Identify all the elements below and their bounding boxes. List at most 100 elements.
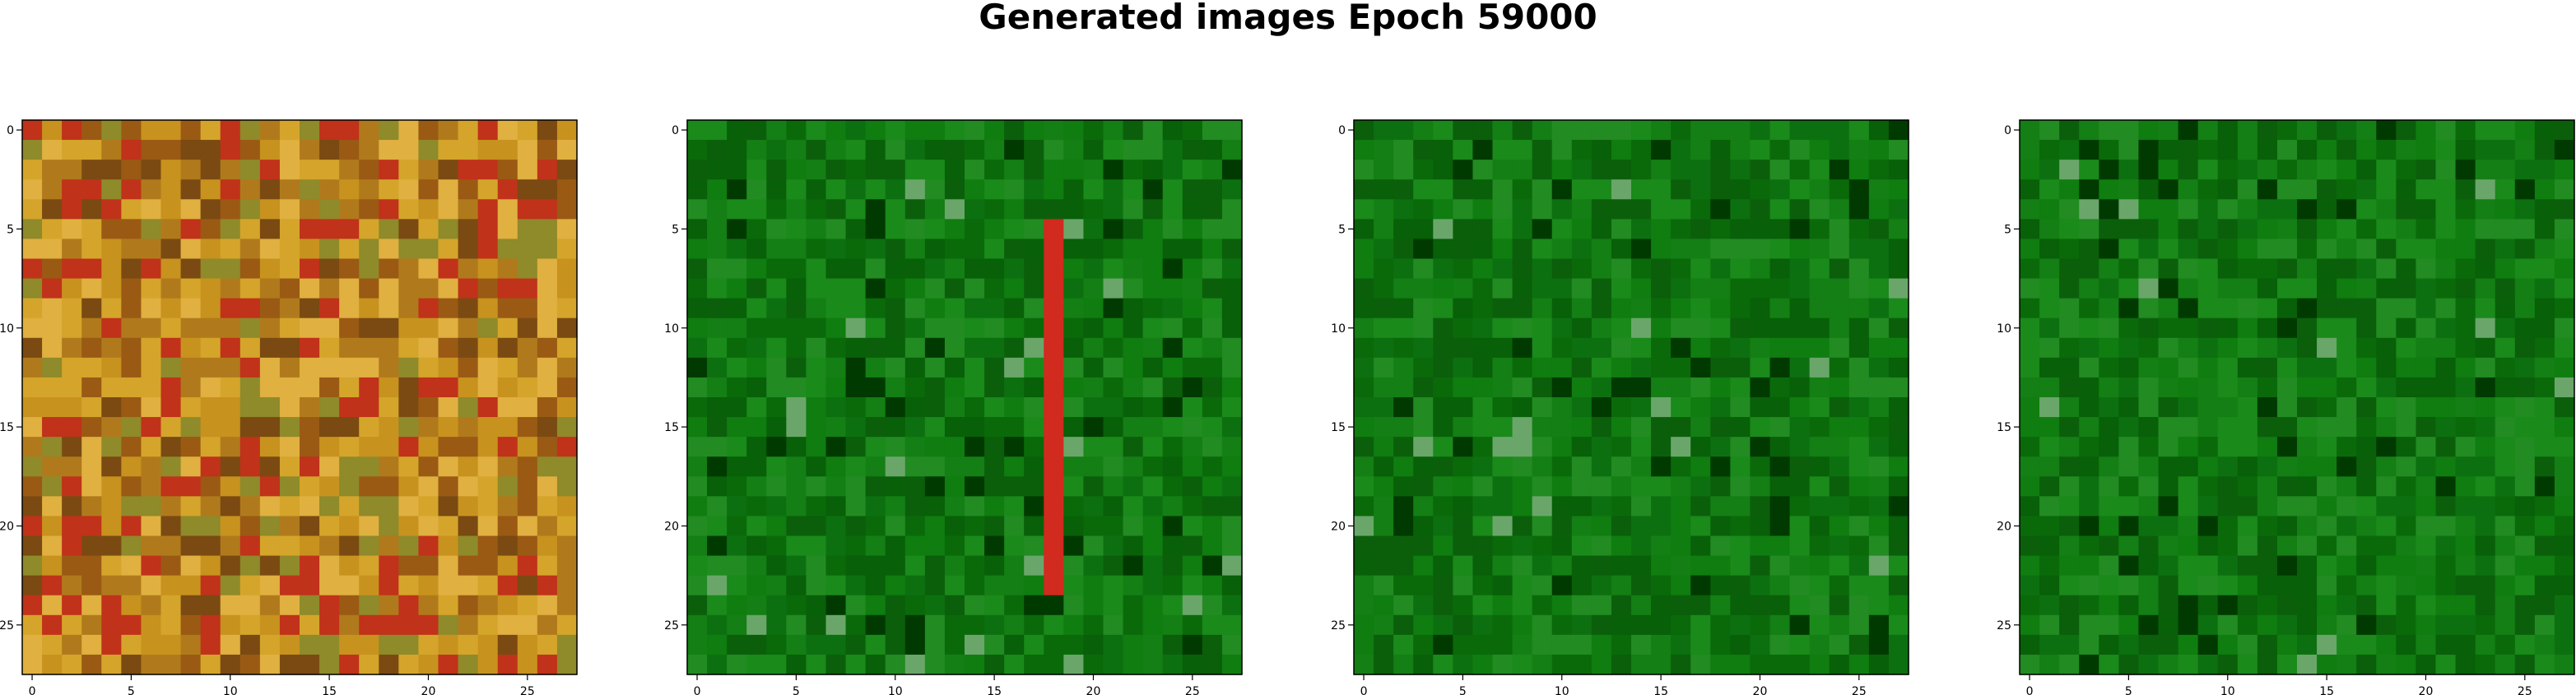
image-pixel: [2337, 555, 2357, 577]
image-pixel: [141, 397, 162, 418]
image-pixel: [300, 397, 320, 418]
image-pixel: [556, 258, 578, 280]
image-pixel: [2376, 120, 2397, 141]
image-pixel: [279, 179, 300, 200]
image-pixel: [2554, 219, 2575, 240]
image-pixel: [339, 417, 360, 438]
image-pixel: [22, 516, 43, 537]
image-pixel: [2158, 417, 2179, 438]
image-pixel: [1103, 397, 1124, 418]
image-pixel: [200, 516, 221, 537]
image-pixel: [121, 496, 142, 517]
image-pixel: [537, 397, 558, 418]
x-tick-label: 10: [888, 685, 903, 695]
image-pixel: [2079, 437, 2099, 457]
image-pixel: [2337, 278, 2357, 299]
image-pixel: [2455, 160, 2476, 180]
image-pixel: [458, 654, 479, 675]
image-pixel: [339, 239, 360, 260]
image-pixel: [556, 278, 578, 299]
image-pixel: [2534, 377, 2555, 398]
image-pixel: [319, 397, 340, 418]
image-pixel: [101, 219, 122, 240]
image-pixel: [2495, 199, 2516, 220]
image-pixel: [2337, 516, 2357, 537]
image-pixel: [1083, 278, 1104, 299]
image-pixel: [2376, 535, 2397, 557]
image-pixel: [2099, 417, 2119, 438]
image-pixel: [2396, 496, 2417, 517]
image-pixel: [220, 575, 241, 596]
image-pixel: [2178, 535, 2199, 557]
image-pixel: [687, 614, 708, 636]
image-pixel: [2317, 437, 2337, 457]
image-pixel: [2257, 140, 2278, 160]
image-pixel: [2197, 417, 2219, 438]
image-pixel: [2514, 337, 2536, 359]
image-pixel: [944, 397, 965, 418]
image-pixel: [1829, 199, 1850, 220]
image-pixel: [2178, 397, 2199, 418]
image-pixel: [865, 219, 886, 240]
image-pixel: [2475, 397, 2496, 418]
image-pixel: [2217, 337, 2239, 359]
image-pixel: [1848, 199, 1870, 220]
image-pixel: [121, 160, 142, 180]
image-pixel: [746, 654, 767, 675]
image-pixel: [825, 516, 847, 537]
image-pixel: [2435, 595, 2457, 616]
image-pixel: [2416, 654, 2437, 675]
image-pixel: [2178, 278, 2199, 299]
image-pixel: [2020, 654, 2040, 675]
image-pixel: [1123, 456, 1144, 477]
image-pixel: [2059, 219, 2080, 240]
image-pixel: [259, 417, 281, 438]
image-pixel: [2079, 535, 2099, 557]
image-pixel: [438, 417, 459, 438]
image-pixel: [2396, 160, 2417, 180]
image-pixel: [2059, 516, 2080, 537]
image-pixel: [2554, 634, 2575, 656]
image-pixel: [62, 496, 82, 517]
image-pixel: [81, 337, 102, 359]
x-tick-label: 20: [2419, 685, 2434, 695]
image-pixel: [1103, 219, 1124, 240]
image-pixel: [2079, 179, 2099, 200]
image-pixel: [458, 160, 479, 180]
image-pixel: [2514, 614, 2536, 636]
image-pixel: [1413, 179, 1434, 200]
image-pixel: [984, 417, 1005, 438]
image-pixel: [1221, 595, 1243, 616]
image-pixel: [2276, 258, 2298, 280]
image-pixel: [42, 397, 63, 418]
image-pixel: [62, 614, 82, 636]
image-pixel: [1221, 258, 1243, 280]
image-pixel: [556, 456, 578, 477]
image-pixel: [1848, 140, 1870, 160]
image-pixel: [806, 555, 827, 577]
image-pixel: [359, 278, 379, 299]
image-pixel: [1004, 476, 1025, 497]
image-pixel: [2099, 298, 2119, 319]
image-pixel: [766, 634, 787, 656]
image-pixel: [2554, 456, 2575, 477]
image-pixel: [2039, 140, 2060, 160]
image-pixel: [2178, 239, 2199, 260]
image-pixel: [2376, 219, 2397, 240]
image-pixel: [398, 219, 420, 240]
image-pixel: [1182, 456, 1203, 477]
image-pixel: [2495, 357, 2516, 378]
image-pixel: [2099, 654, 2119, 675]
image-pixel: [2396, 337, 2417, 359]
image-pixel: [2217, 258, 2239, 280]
image-pixel: [220, 199, 241, 220]
y-tick-label: 25: [1997, 619, 2011, 632]
image-pixel: [42, 377, 63, 398]
image-pixel: [1024, 456, 1044, 477]
image-pixel: [2197, 654, 2219, 675]
image-pixel: [965, 298, 985, 319]
image-pixel: [2297, 516, 2318, 537]
image-pixel: [786, 654, 807, 675]
image-pixel: [2197, 199, 2219, 220]
